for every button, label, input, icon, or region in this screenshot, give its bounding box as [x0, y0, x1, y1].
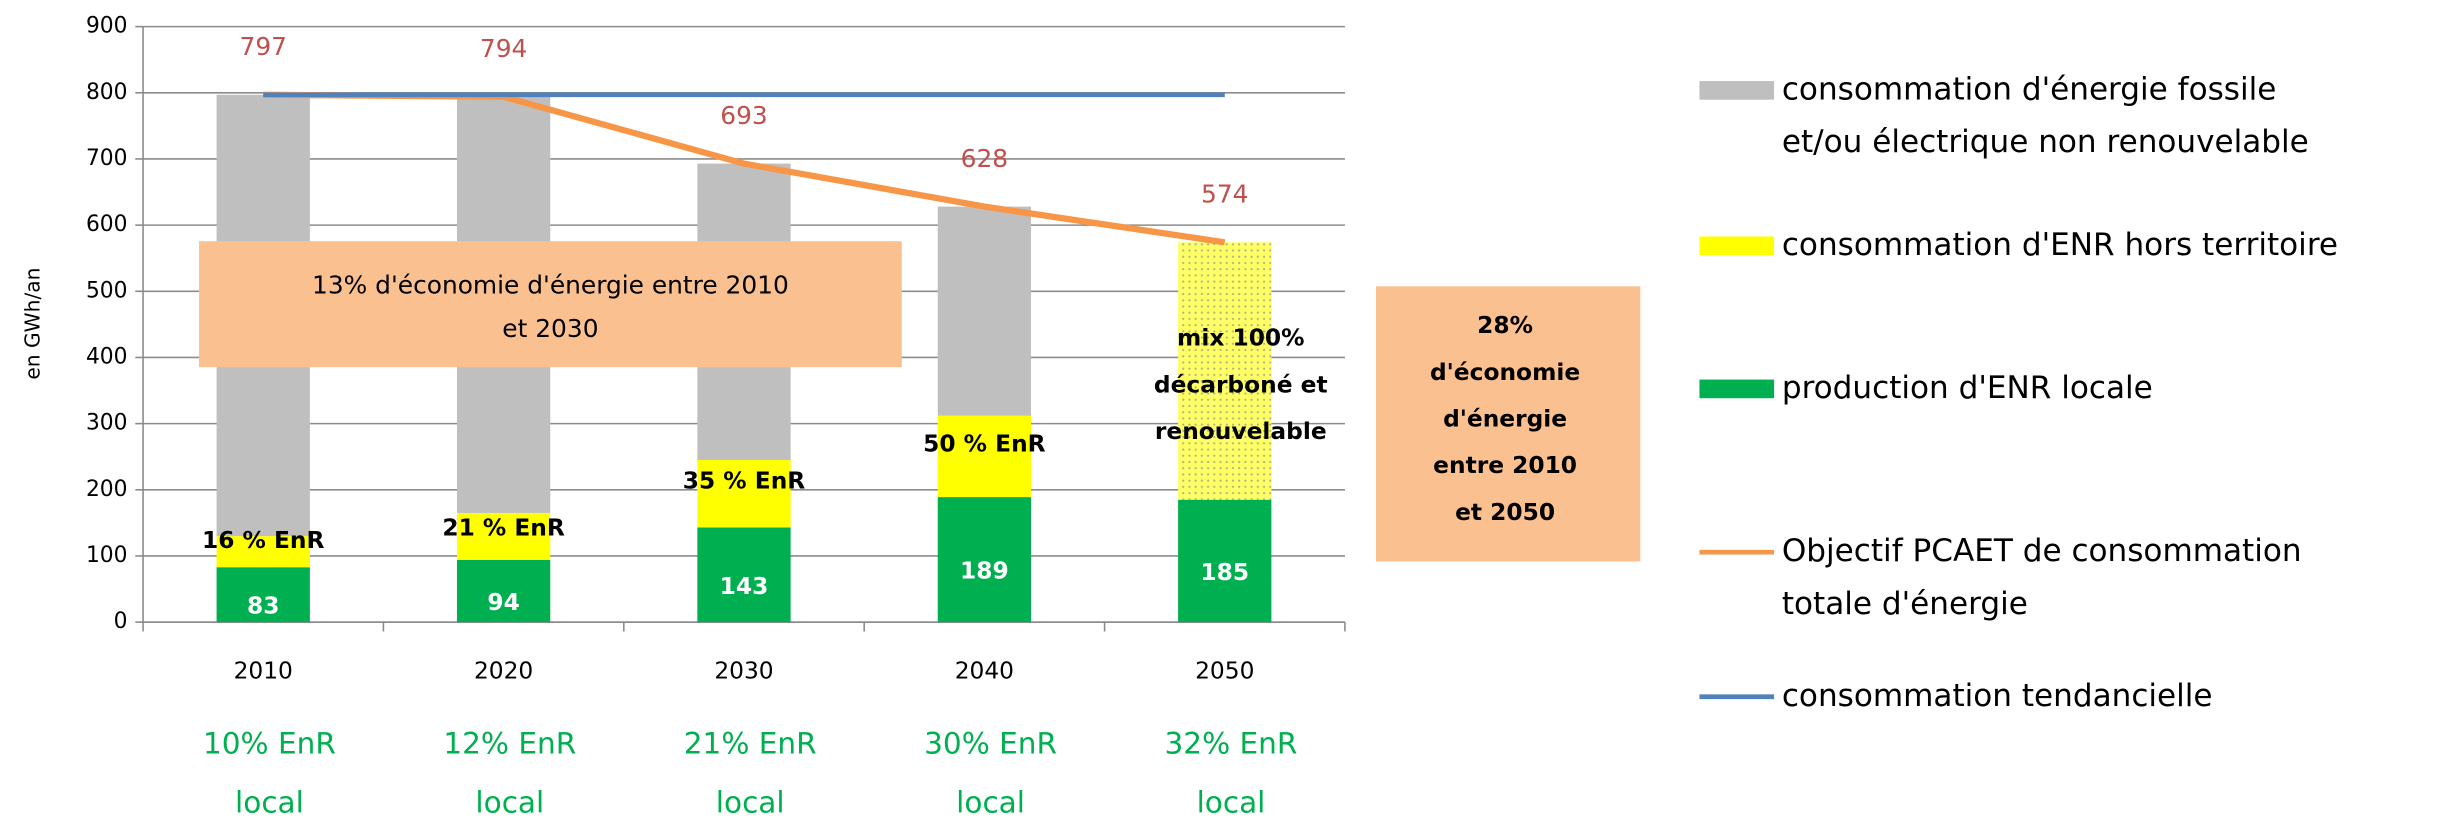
y-tick-label: 600 [86, 212, 128, 237]
data-label: 185 [1200, 559, 1249, 586]
legend-label: Objectif PCAET de consommation totale d'é… [1782, 533, 2302, 622]
legend-label: consommation d'ENR hors territoire [1782, 227, 2338, 263]
y-tick-label: 0 [114, 609, 128, 634]
legend-label: consommation tendancielle [1782, 678, 2213, 714]
y-tick-label: 500 [86, 278, 128, 303]
legend-swatch [1699, 236, 1775, 256]
data-label: 628 [961, 144, 1008, 173]
bar-segment [697, 527, 791, 623]
bar-segment [937, 206, 1032, 416]
local-label: 10% EnR [203, 726, 336, 760]
local-label: local [1197, 786, 1266, 820]
y-tick-label: 700 [86, 146, 128, 171]
local-label: 30% EnR [924, 726, 1057, 760]
y-tick-label: 100 [86, 543, 128, 568]
y-axis-label: en GWh/an [21, 268, 45, 380]
data-label: 794 [480, 34, 527, 63]
y-tick-label: 400 [86, 344, 128, 369]
bar-segment [216, 536, 310, 568]
bar-segment [937, 497, 1032, 623]
bar-segment [1178, 499, 1272, 623]
x-tick-label: 2010 [234, 657, 293, 684]
enr-label: 35 % EnR [683, 468, 806, 495]
annotation: et 2050 [1455, 499, 1555, 526]
data-label: 693 [720, 101, 767, 130]
annotation: 28% [1477, 312, 1533, 339]
x-tick-label: 2030 [714, 657, 773, 684]
local-label: 32% EnR [1165, 726, 1298, 760]
enr-label: 16 % EnR [202, 527, 325, 554]
annotation: mix 100% [1177, 325, 1304, 352]
bar-segment [937, 415, 1032, 498]
x-tick-label: 2020 [474, 657, 533, 684]
local-label: local [235, 786, 304, 820]
annotation: renouvelable [1155, 418, 1327, 445]
data-label: 797 [240, 32, 287, 61]
legend-swatch [1699, 379, 1775, 399]
x-tick-label: 2050 [1195, 657, 1254, 684]
annotation: d'énergie [1443, 405, 1567, 432]
y-tick-label: 800 [86, 80, 128, 105]
data-label: 83 [247, 593, 279, 620]
annotation: décarboné et [1154, 371, 1328, 398]
data-label: 574 [1201, 180, 1248, 209]
annotation: d'économie [1430, 359, 1580, 386]
bar-segment [697, 460, 791, 528]
bar-segment [456, 512, 551, 560]
enr-label: 21 % EnR [442, 514, 565, 541]
local-label: local [716, 786, 785, 820]
local-label: local [956, 786, 1025, 820]
bar-segment [1178, 242, 1272, 500]
legend-label: production d'ENR locale [1782, 370, 2153, 406]
data-label: 94 [487, 589, 519, 616]
bar-segment [216, 567, 310, 623]
enr-label: 50 % EnR [923, 430, 1046, 457]
local-label: local [475, 786, 544, 820]
annotation: entre 2010 [1433, 452, 1577, 479]
local-label: 12% EnR [443, 726, 576, 760]
x-tick-label: 2040 [955, 657, 1014, 684]
y-tick-label: 200 [86, 477, 128, 502]
data-label: 189 [960, 558, 1009, 585]
legend-label: consommation d'énergie fossile et/ou élec… [1782, 71, 2309, 160]
data-label: 143 [720, 573, 769, 600]
y-tick-label: 300 [86, 411, 128, 436]
annotation-box [199, 241, 902, 368]
annotation-box [1376, 286, 1641, 562]
y-tick-label: 900 [86, 14, 128, 39]
annotation: et 2030 [502, 314, 598, 343]
legend-swatch [1699, 81, 1775, 100]
bar-segment [456, 559, 551, 623]
annotation: 13% d'économie d'énergie entre 2010 [312, 270, 789, 299]
local-label: 21% EnR [684, 726, 817, 760]
